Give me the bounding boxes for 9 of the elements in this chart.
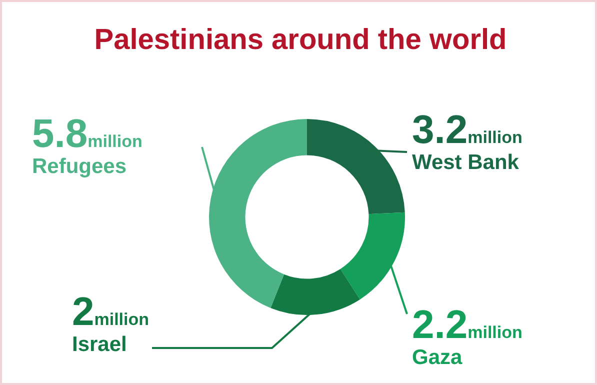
slice-label: Israel [72, 333, 128, 356]
chart-title: Palestinians around the world [93, 24, 508, 57]
data-label: 2.2million [412, 303, 522, 347]
data-label: 5.8million [32, 112, 142, 156]
slice-label: Refugees [32, 155, 128, 178]
data-label: 3.2million [412, 108, 522, 152]
data-label: 2million [72, 290, 150, 334]
slice-label: West Bank [412, 151, 520, 174]
slice-label: Gaza [412, 346, 464, 369]
